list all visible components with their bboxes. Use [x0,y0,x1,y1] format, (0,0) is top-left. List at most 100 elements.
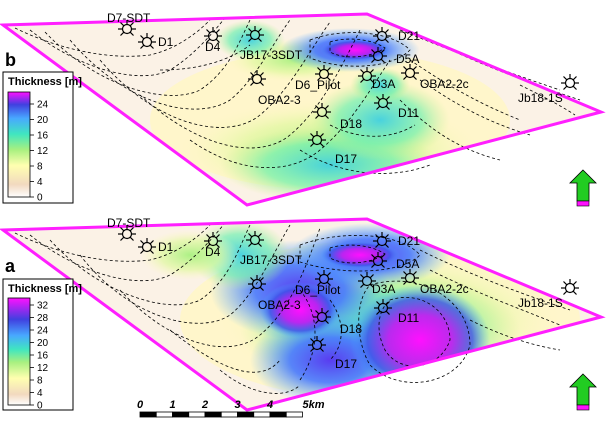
well-label: D3A [372,77,395,91]
panel-b-wells: D7-SDT D1 D4 JB17-3SDT D21 D5A D6_Pilot D3A OBA2… [107,11,579,166]
well-symbol-icon [246,26,264,42]
panel-a-wells: D7-SDT D1 D4 JB17-3SDT D21 D5A D6_Pilot D3A OBA2… [107,216,579,371]
well-label: D11 [398,311,419,325]
legend-tick-label: 16 [37,131,49,142]
well-label: D5A [396,257,419,271]
panel-b-legend: Thickness [m] 24 20 16 12 8 4 0 [2,71,82,204]
scale-bar-label: 1 [170,399,176,411]
well-label: D6_Pilot [295,283,341,297]
well-symbol-icon [204,27,222,43]
well-symbol-icon [248,275,266,291]
well-label: Jb18-1S [518,296,563,310]
panel-b: b Thickness [m] 24 20 16 12 8 4 0 D7-SDT D1 D4 JB… [0,11,606,207]
scale-bar-segment [188,411,206,418]
scale-bar-segment [220,411,238,418]
panel-a-boundary [0,217,606,412]
well-label: OBA2-3 [258,93,301,107]
scale-bar-labels: 0 1 2 3 4 5km [137,399,325,411]
well-label: D21 [398,29,420,43]
well-symbol-icon [246,231,264,247]
well-label: D5A [396,52,419,66]
scale-bar-label: 2 [201,399,208,411]
legend-tick-label: 8 [37,162,43,173]
well-symbol-icon [308,336,326,352]
scale-bar-label: 5km [303,399,325,411]
legend-tick-label: 28 [37,313,49,324]
legend-tick-label: 20 [37,115,49,126]
scale-bar-blocks [139,411,303,418]
well-symbol-icon [118,225,136,241]
well-symbol-icon [315,270,333,286]
scale-bar-segment [253,411,271,418]
well-symbol-icon [369,252,387,268]
scale-bar-label: 3 [235,399,241,411]
panel-b-boundary [0,12,606,207]
well-label: D6_Pilot [295,78,341,92]
panel-b-contours [14,17,581,174]
well-symbol-icon [374,94,392,110]
legend-tick-label: 16 [37,351,49,362]
north-arrow-icon [569,169,597,207]
legend-title: Thickness [m] [8,283,82,295]
well-symbol-icon [561,74,579,90]
well-label: D1 [158,35,174,49]
panel-b-thickness-surface [3,14,601,205]
legend-tick-label: 12 [37,146,49,157]
well-symbol-icon [138,238,156,254]
well-label: D17 [335,357,357,371]
well-symbol-icon [561,279,579,295]
well-label: JB17-3SDT [240,253,303,267]
legend-colorbar [7,297,31,406]
well-symbol-icon [138,33,156,49]
legend-tick-label: 4 [37,388,43,399]
well-label: D17 [335,152,357,166]
well-symbol-icon [373,232,391,248]
legend-tick-label: 24 [37,326,49,337]
well-symbol-icon [118,20,136,36]
panel-a-thickness-surface [3,219,601,410]
well-label: OBA2-2c [420,77,469,91]
well-label: Jb18-1S [518,91,563,105]
scale-bar-segment [237,411,255,418]
legend-tick-label: 24 [37,100,49,111]
well-symbol-icon [358,67,376,83]
panel-a-letter: a [5,256,16,276]
well-symbol-icon [315,65,333,81]
well-label: D18 [340,117,362,131]
legend-tick-label: 32 [37,301,49,312]
well-label: D18 [340,322,362,336]
well-symbol-icon [369,47,387,63]
scale-bar-segment [269,411,287,418]
well-label: D7-SDT [107,11,151,25]
panel-b-letter: b [5,50,16,70]
well-label: OBA2-2c [420,282,469,296]
well-label: D21 [398,234,420,248]
scale-bar-segment [155,411,173,418]
well-symbol-icon [313,308,331,324]
well-symbol-icon [204,232,222,248]
well-symbol-icon [373,27,391,43]
scale-bar: 0 1 2 3 4 5km [137,399,325,418]
well-symbol-icon [248,70,266,86]
scale-bar-segment [139,411,157,418]
scale-bar-segment [285,411,303,418]
panel-a-contours [14,222,571,394]
legend-tick-label: 12 [37,363,49,374]
well-symbol-icon [374,299,392,315]
well-label: D1 [158,240,174,254]
well-symbol-icon [401,64,419,80]
legend-ticks: 24 20 16 12 8 4 0 [30,100,49,204]
well-label: JB17-3SDT [240,48,303,62]
scale-bar-label: 4 [266,399,273,411]
well-symbol-icon [308,131,326,147]
scale-bar-label: 0 [137,399,144,411]
legend-tick-label: 4 [37,177,43,188]
well-symbol-icon [358,272,376,288]
legend-colorbar [7,91,31,198]
legend-tick-label: 20 [37,338,49,349]
legend-tick-label: 0 [37,401,43,412]
well-symbol-icon [313,103,331,119]
